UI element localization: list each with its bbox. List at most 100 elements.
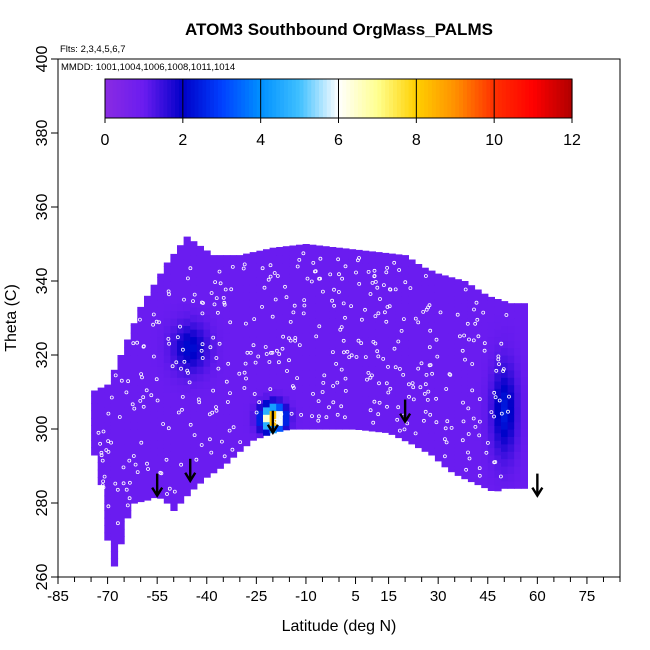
heatmap-cell: [117, 432, 125, 441]
heatmap-cell: [362, 388, 370, 397]
heatmap-cell: [434, 366, 443, 375]
heatmap-cell: [236, 310, 244, 319]
heatmap-cell: [514, 384, 522, 393]
heatmap-cell: [448, 340, 456, 349]
sample-point: [165, 492, 169, 496]
heatmap-cell: [322, 273, 330, 282]
sample-point: [343, 376, 348, 381]
colorbar-segment: [373, 79, 379, 118]
heatmap-cell: [309, 258, 317, 267]
sample-point: [291, 385, 296, 390]
sample-point: [460, 348, 465, 353]
heatmap-cell: [157, 469, 165, 478]
heatmap-cell: [137, 325, 145, 334]
sample-point: [392, 346, 397, 351]
heatmap-cell: [428, 351, 436, 360]
heatmap-cell: [375, 417, 383, 426]
heatmap-cell: [315, 325, 324, 334]
heatmap-cell: [401, 258, 409, 267]
colorbar-segment: [424, 79, 429, 118]
heatmap-cell: [236, 443, 244, 452]
heatmap-cell: [481, 325, 489, 334]
sample-point: [167, 341, 172, 346]
heatmap-cell: [441, 336, 449, 345]
heatmap-cell: [97, 454, 105, 463]
colorbar-tick-label: 10: [485, 132, 503, 149]
heatmap-cell: [501, 399, 509, 408]
sample-point: [268, 387, 273, 392]
heatmap-cell: [104, 473, 112, 482]
heatmap-cell: [124, 377, 132, 386]
heatmap-cell: [441, 410, 449, 419]
heatmap-cell: [216, 314, 224, 323]
heatmap-cell: [454, 284, 462, 293]
heatmap-cell: [229, 399, 238, 408]
sample-point: [445, 419, 450, 424]
colorbar-segment: [190, 79, 196, 118]
sample-point: [214, 296, 219, 301]
heatmap-cell: [467, 351, 476, 360]
colorbar-segment: [548, 79, 554, 118]
heatmap-cell: [196, 245, 204, 249]
heatmap-cell: [130, 406, 138, 415]
heatmap-cell: [309, 273, 317, 282]
heatmap-cell: [434, 343, 443, 352]
heatmap-cell: [434, 314, 443, 323]
heatmap-cell: [263, 347, 271, 356]
heatmap-cell: [342, 392, 350, 400]
sample-point: [140, 375, 144, 380]
heatmap-cell: [322, 355, 330, 363]
heatmap-cell: [454, 454, 462, 463]
sample-point: [215, 310, 220, 315]
heatmap-cell: [144, 473, 152, 482]
heatmap-cell: [183, 281, 191, 289]
colorbar-segment: [494, 79, 499, 118]
heatmap-cell: [520, 325, 528, 334]
heatmap-cell: [263, 295, 271, 304]
heatmap-cell: [243, 440, 251, 447]
heatmap-cell: [428, 314, 436, 323]
heatmap-cell: [461, 377, 469, 386]
heatmap-cell: [342, 273, 350, 282]
sample-point: [288, 319, 293, 324]
heatmap-cell: [236, 325, 244, 334]
colorbar-segment: [365, 79, 371, 118]
sample-point: [185, 276, 190, 281]
heatmap-cell: [434, 395, 443, 404]
sample-point: [222, 454, 227, 459]
heatmap-cell: [514, 421, 522, 430]
heatmap-cell: [501, 303, 509, 312]
sample-point: [151, 354, 156, 359]
heatmap-cell: [355, 306, 363, 315]
heatmap-cell: [467, 299, 476, 308]
heatmap-cell: [137, 399, 145, 408]
heatmap-cell: [170, 295, 178, 304]
y-tick-label: 300: [34, 416, 51, 443]
heatmap-cell: [474, 373, 482, 382]
heatmap-cell: [501, 384, 509, 393]
heatmap-cell: [110, 395, 119, 404]
heatmap-cell: [395, 417, 403, 426]
sample-point: [423, 382, 428, 387]
heatmap-cell: [249, 336, 257, 345]
heatmap-cell: [183, 466, 191, 474]
heatmap-cell: [342, 258, 350, 267]
heatmap-cell: [441, 358, 449, 367]
colorbar-segment: [268, 79, 273, 118]
heatmap-cell: [434, 403, 443, 412]
heatmap-cell: [322, 399, 330, 408]
heatmap-cell: [196, 432, 204, 441]
heatmap-cell: [315, 406, 324, 415]
heatmap-cell: [441, 321, 449, 330]
sample-point: [359, 341, 364, 346]
heatmap-cell: [481, 429, 489, 437]
heatmap-cell: [170, 318, 178, 326]
heatmap-cell: [421, 340, 429, 349]
sample-point: [385, 305, 390, 309]
heatmap-cell: [355, 269, 363, 278]
heatmap-cell: [375, 277, 383, 286]
heatmap-cell: [388, 384, 396, 393]
heatmap-cell: [163, 429, 171, 437]
heatmap-cell: [117, 366, 125, 375]
sample-point: [101, 429, 106, 434]
